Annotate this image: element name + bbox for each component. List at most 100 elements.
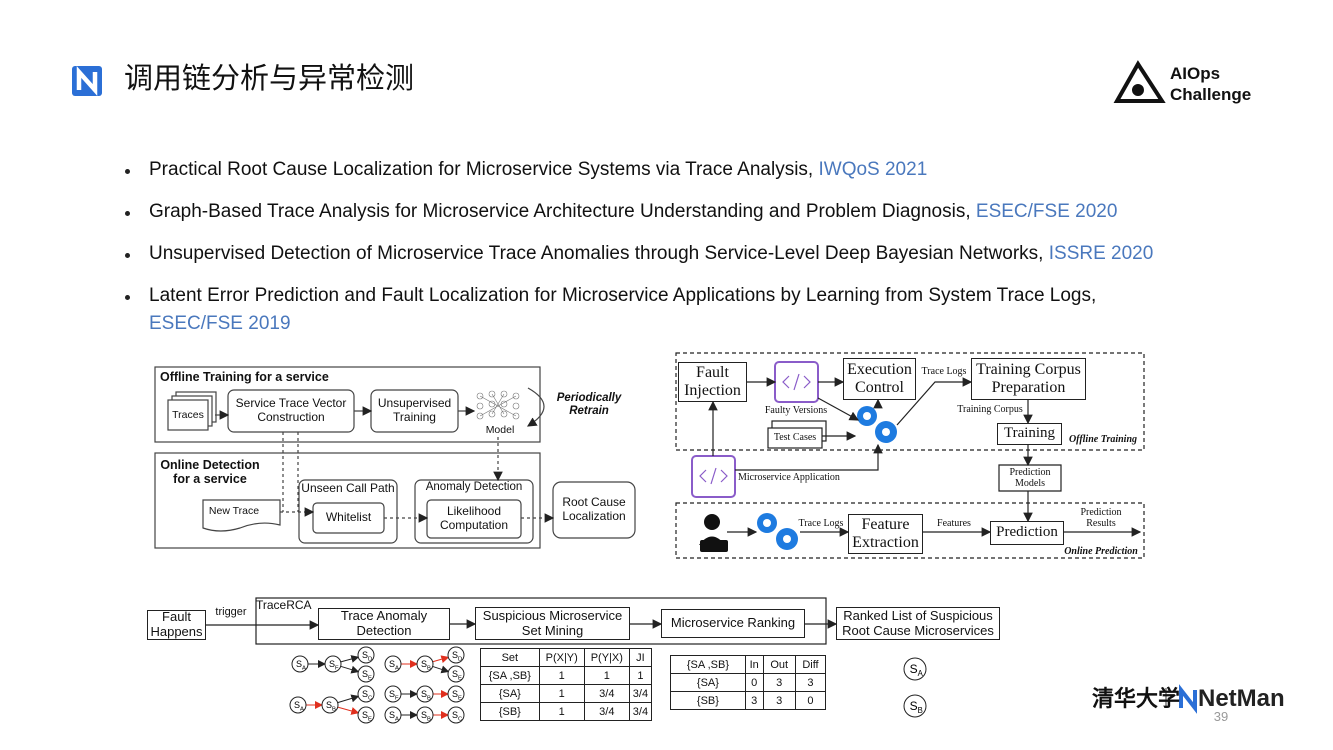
graph-node xyxy=(384,706,402,724)
logo-text: Challenge xyxy=(1170,85,1252,105)
bullet: Unsupervised Detection of Microservice T… xyxy=(149,243,1153,265)
node-label: SB xyxy=(421,689,431,701)
node-letter: S xyxy=(294,700,300,710)
node-label: SF xyxy=(329,659,339,671)
node-subscript: B xyxy=(427,695,431,701)
prediction-models: Prediction Models xyxy=(1009,466,1051,490)
bullet-dot xyxy=(125,211,130,216)
model: Model xyxy=(485,423,515,436)
prediction-results: Prediction Results xyxy=(1080,506,1122,530)
table-cell: {SA} xyxy=(670,673,746,692)
offline-title: Offline Training for a service xyxy=(160,369,329,384)
node-subscript: B xyxy=(427,716,431,722)
trace-logs-top: Trace Logs xyxy=(921,366,967,378)
table-cell: {SB} xyxy=(670,691,746,710)
graph-edge xyxy=(337,706,360,715)
node-letter: S xyxy=(452,650,458,660)
table-cell: 1 xyxy=(628,666,653,685)
node-subscript: E xyxy=(458,695,462,701)
graph-node xyxy=(384,685,402,703)
node-letter: S xyxy=(910,699,918,713)
node-label: SA xyxy=(910,662,924,678)
node-label: SE xyxy=(452,669,462,681)
table-cell: 3/4 xyxy=(583,684,630,703)
table-row: {SA ,SB} In Out Diff xyxy=(670,655,827,674)
node-subscript: A xyxy=(918,669,924,678)
graph-edge xyxy=(340,655,360,663)
tracerca: TraceRCA xyxy=(256,598,312,613)
header-logo xyxy=(72,66,102,96)
node-label: SE xyxy=(362,669,372,681)
fault-injection: Fault Injection xyxy=(678,362,747,402)
table-header: P(Y|X) xyxy=(583,648,630,667)
node-subscript: A xyxy=(395,716,399,722)
ranked-list: Ranked List of Suspicious Root Cause Mic… xyxy=(836,607,1000,640)
unsupervised: Unsupervised Training xyxy=(377,396,452,424)
graph-node xyxy=(447,706,465,724)
table-cell: 1 xyxy=(583,666,630,685)
whitelist: Whitelist xyxy=(325,510,372,525)
table-cell: 3/4 xyxy=(628,684,653,703)
table-cell: 3/4 xyxy=(583,702,630,721)
table: {SA ,SB} In Out Diff {SA} 0 3 3 {SB} 3 3 0 xyxy=(670,655,827,710)
graph-node xyxy=(903,657,927,681)
likelihood: Likelihood Computation xyxy=(439,504,509,532)
logo-text: AIOps xyxy=(1170,64,1221,84)
node-label: SE xyxy=(362,710,372,722)
new-trace: New Trace xyxy=(208,504,260,517)
node-letter: S xyxy=(389,689,395,699)
venue: ESEC/FSE 2019 xyxy=(149,313,291,334)
table-row: {SB} 3 3 0 xyxy=(670,691,827,710)
graph-node xyxy=(357,706,375,724)
training: Training xyxy=(997,423,1062,445)
graph-node xyxy=(903,694,927,718)
right-diagram-shapes xyxy=(675,352,1145,559)
anomaly: Anomaly Detection xyxy=(425,481,523,494)
footer-logo xyxy=(1165,684,1197,714)
table-cell: 3/4 xyxy=(628,702,653,721)
node-subscript: E xyxy=(458,675,462,681)
table-cell: {SB} xyxy=(480,702,540,721)
bottom-diagram-shapes xyxy=(206,597,838,645)
node-label: SA xyxy=(389,710,399,722)
table-cell: 1 xyxy=(538,684,585,703)
graph-node xyxy=(447,646,465,664)
traces: Traces xyxy=(172,408,204,421)
node-subscript: D xyxy=(458,656,462,662)
node-label: SD xyxy=(362,650,372,662)
bullet: Latent Error Prediction and Fault Locali… xyxy=(149,285,1096,335)
node-letter: S xyxy=(452,669,458,679)
table-header: {SA ,SB} xyxy=(670,655,746,674)
node-label: SB xyxy=(326,700,336,712)
table-header: In xyxy=(744,655,764,674)
bullet-text: Graph-Based Trace Analysis for Microserv… xyxy=(149,201,976,222)
graph-edge xyxy=(340,665,360,674)
page-number: 39 xyxy=(1213,708,1229,724)
table-header: JI xyxy=(628,648,653,667)
node-letter: S xyxy=(421,710,427,720)
unseen: Unseen Call Path xyxy=(301,481,395,496)
graph-node xyxy=(357,685,375,703)
table-header: Out xyxy=(762,655,796,674)
trace-anomaly: Trace Anomaly Detection xyxy=(318,608,450,640)
node-letter: S xyxy=(389,659,395,669)
table: Set P(X|Y) P(Y|X) JI {SA ,SB} 1 1 1 {SA} 1 3/4 3/4{… xyxy=(480,648,653,721)
table-cell: {SA} xyxy=(480,684,540,703)
table-cell: 0 xyxy=(744,673,764,692)
venue: ESEC/FSE 2020 xyxy=(975,201,1118,222)
bullet-text: Practical Root Cause Localization for Mi… xyxy=(149,159,819,180)
node-letter: S xyxy=(362,689,368,699)
node-label: SA xyxy=(296,659,306,671)
table-cell: 1 xyxy=(538,702,585,721)
table-cell: 3 xyxy=(762,691,796,710)
graph-node xyxy=(291,655,309,673)
node-subscript: F xyxy=(335,665,339,671)
root-cause: Root Cause Localization xyxy=(562,495,626,523)
venue: ISSRE 2020 xyxy=(1048,243,1154,264)
bullet: Practical Root Cause Localization for Mi… xyxy=(149,159,927,181)
table-header: Set xyxy=(480,648,540,667)
node-label: SE xyxy=(452,689,462,701)
table-header: Diff xyxy=(794,655,827,674)
graph-node xyxy=(416,655,434,673)
